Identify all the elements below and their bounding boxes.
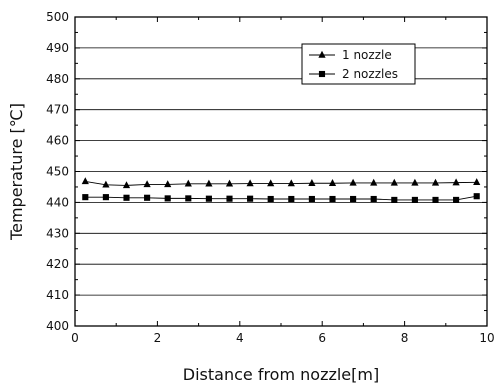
y-tick-label: 440 xyxy=(46,195,69,209)
data-point xyxy=(411,196,418,203)
data-point xyxy=(431,178,440,186)
data-point xyxy=(328,179,337,186)
data-series xyxy=(81,177,481,203)
data-point xyxy=(308,195,315,203)
data-point xyxy=(226,195,233,202)
y-tick-label: 450 xyxy=(46,165,69,179)
x-tick-label: 2 xyxy=(154,331,162,345)
data-point xyxy=(205,195,212,202)
y-tick-label: 400 xyxy=(46,319,69,333)
data-point xyxy=(350,195,357,203)
x-tick-label: 8 xyxy=(401,331,409,345)
data-point xyxy=(144,194,151,201)
x-tick-label: 10 xyxy=(479,331,494,345)
y-axis-title: Temperature [℃] xyxy=(7,103,26,241)
data-point xyxy=(288,195,295,203)
legend-item-2: 2 nozzles xyxy=(309,67,398,81)
legend-marker xyxy=(318,70,326,78)
y-tick-label: 500 xyxy=(46,10,69,24)
data-point xyxy=(473,193,480,200)
data-point xyxy=(287,179,295,187)
data-point xyxy=(225,179,234,187)
data-point xyxy=(102,194,109,201)
data-point xyxy=(391,196,398,203)
data-point xyxy=(143,180,151,188)
data-point xyxy=(473,178,481,186)
data-point xyxy=(185,195,192,202)
legend-label: 2 nozzles xyxy=(342,67,398,81)
data-point xyxy=(246,179,254,187)
data-point xyxy=(390,178,398,186)
tick-labels: 400 410 420 430 440 450 460 470 480 490 500 0 2 4 6 8 10 xyxy=(46,10,495,345)
x-tick-label: 4 xyxy=(236,331,244,345)
grid-lines xyxy=(75,47,487,296)
series-2 xyxy=(82,193,480,203)
legend: 1 nozzle 2 nozzles xyxy=(301,43,416,85)
legend-marker xyxy=(318,50,326,58)
data-point xyxy=(123,194,130,201)
x-tick-label: 0 xyxy=(71,331,79,345)
data-point xyxy=(164,180,172,188)
y-tick-label: 470 xyxy=(46,103,69,117)
legend-item-1: 1 nozzle xyxy=(309,48,392,62)
data-point xyxy=(453,196,460,203)
data-point xyxy=(349,178,357,186)
data-point xyxy=(267,179,275,187)
data-point xyxy=(184,179,192,187)
data-point xyxy=(267,195,274,203)
data-point xyxy=(205,179,213,187)
y-tick-label: 430 xyxy=(46,226,69,240)
data-point xyxy=(452,178,460,186)
y-tick-label: 460 xyxy=(46,134,69,148)
series-line xyxy=(85,180,477,186)
data-point xyxy=(122,181,131,189)
data-point xyxy=(164,195,171,202)
y-tick-label: 420 xyxy=(46,257,69,271)
x-tick-label: 6 xyxy=(318,331,326,345)
y-tick-label: 480 xyxy=(46,72,69,86)
data-point xyxy=(82,194,89,201)
data-point xyxy=(370,178,378,186)
series-line xyxy=(85,195,477,201)
y-tick-label: 410 xyxy=(46,288,69,302)
data-point xyxy=(370,195,377,203)
plot-area-frame xyxy=(74,16,488,327)
legend-box xyxy=(301,43,416,85)
data-point xyxy=(308,179,316,186)
data-point xyxy=(247,195,254,202)
x-axis-title: Distance from nozzle[m] xyxy=(183,365,379,384)
data-point xyxy=(102,180,110,188)
data-point xyxy=(329,195,336,203)
y-tick-label: 490 xyxy=(46,41,69,55)
data-point xyxy=(411,178,419,186)
data-point xyxy=(81,177,89,185)
series-1 xyxy=(81,177,481,189)
legend-label: 1 nozzle xyxy=(342,48,392,62)
data-point xyxy=(432,196,439,203)
